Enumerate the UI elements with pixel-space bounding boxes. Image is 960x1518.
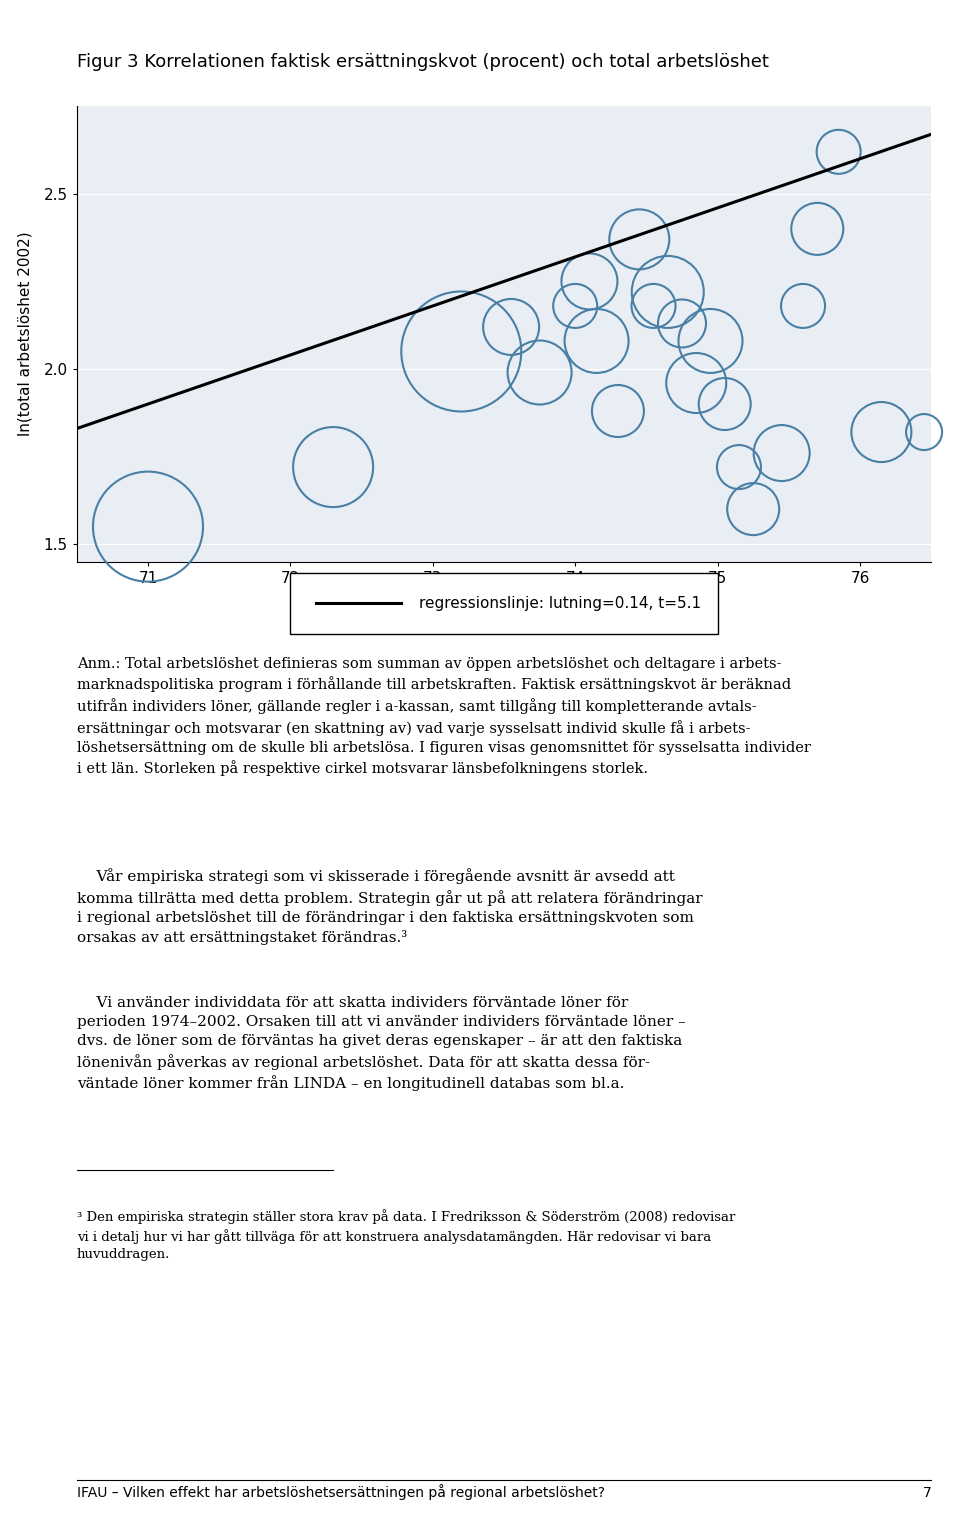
Y-axis label: ln(total arbetslöshet 2002): ln(total arbetslöshet 2002) (17, 232, 33, 436)
X-axis label: faktisk ersättningskvot, 2002: faktisk ersättningskvot, 2002 (393, 597, 615, 612)
FancyBboxPatch shape (290, 572, 717, 635)
Text: Figur 3 Korrelationen faktisk ersättningskvot (procent) och total arbetslöshet: Figur 3 Korrelationen faktisk ersättning… (77, 53, 769, 71)
Text: Vi använder individdata för att skatta individers förväntade löner för
perioden : Vi använder individdata för att skatta i… (77, 996, 685, 1091)
Text: IFAU – Vilken effekt har arbetslöshetsersättningen på regional arbetslöshet?: IFAU – Vilken effekt har arbetslöshetser… (77, 1483, 605, 1500)
Text: Anm.: Total arbetslöshet definieras som summan av öppen arbetslöshet och deltaga: Anm.: Total arbetslöshet definieras som … (77, 657, 810, 776)
Text: 7: 7 (923, 1486, 931, 1500)
Text: Vår empiriska strategi som vi skisserade i föregående avsnitt är avsedd att
komm: Vår empiriska strategi som vi skisserade… (77, 868, 703, 946)
Text: regressionslinje: lutning=0.14, t=5.1: regressionslinje: lutning=0.14, t=5.1 (419, 597, 701, 610)
Text: ³ Den empiriska strategin ställer stora krav på data. I Fredriksson & Söderström: ³ Den empiriska strategin ställer stora … (77, 1210, 735, 1261)
